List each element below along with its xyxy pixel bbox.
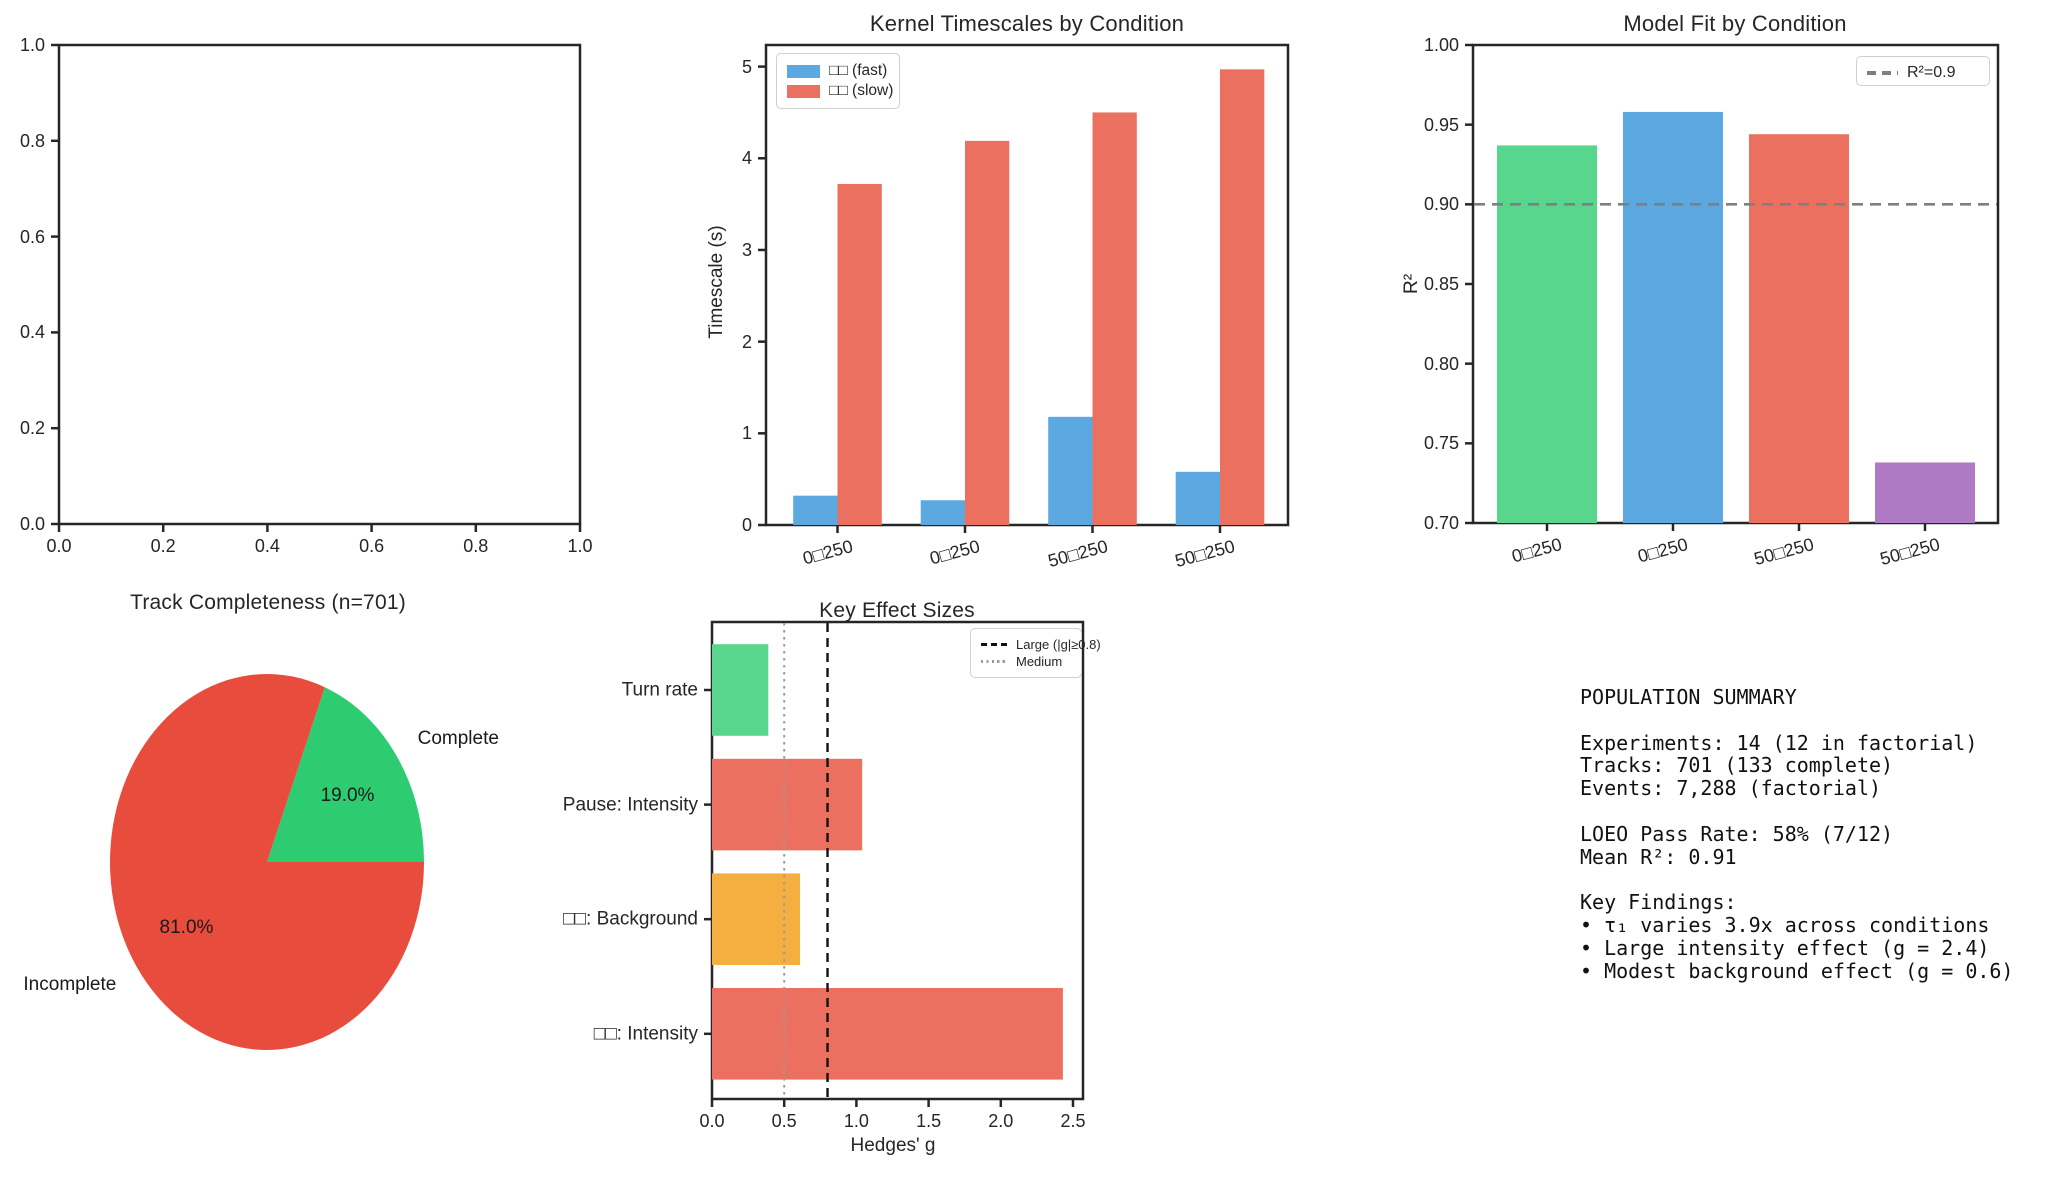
r2-bar-2 — [1749, 134, 1849, 523]
p3-y-tick-label: 1.00 — [1423, 35, 1459, 55]
timescale-bar-slow-3 — [1220, 69, 1265, 525]
p1-y-tick-label: 0.6 — [19, 226, 45, 247]
p1-y-tick-label: 0.2 — [19, 418, 45, 439]
p3-x-tick-label: 0□250 — [1635, 534, 1690, 567]
effect-bar-0 — [712, 644, 769, 736]
p3-y-tick-label: 0.85 — [1423, 274, 1459, 294]
timescale-bar-fast-1 — [920, 500, 965, 525]
p1-y-tick-label: 1.0 — [19, 35, 45, 55]
p1-x-tick-label: 1.0 — [567, 536, 593, 556]
p3-y-tick-label: 0.90 — [1423, 194, 1459, 215]
p5-x-tick-label: 1.0 — [843, 1111, 869, 1131]
p1-y-tick-label: 0.8 — [19, 130, 45, 151]
p2-x-tick-label: 50□250 — [1172, 536, 1237, 572]
large-effect-line-swatch — [981, 643, 1007, 646]
p1-y-tick-label: 0.4 — [19, 322, 45, 343]
p2-x-tick-label: 0□250 — [800, 536, 855, 569]
legend-row-r2: R²=0.9 — [1867, 64, 1979, 82]
timescale-bar-slow-2 — [1092, 112, 1137, 525]
p1-x-tick-label: 0.2 — [150, 536, 176, 556]
p2-y-tick-label: 5 — [741, 56, 752, 77]
p2-x-tick-label: 0□250 — [927, 536, 982, 569]
p5-x-tick-label: 2.5 — [1060, 1111, 1086, 1131]
p2-y-tick-label: 4 — [741, 148, 752, 169]
r2-dashed-line-swatch — [1867, 71, 1898, 75]
pie-slice-complete — [267, 687, 424, 862]
p5-category-label: Pause: Intensity — [562, 794, 698, 816]
p3-x-tick-label: 50□250 — [1751, 534, 1816, 570]
axes-frame — [57, 43, 582, 526]
timescale-axis-label: Timescale (s) — [706, 225, 727, 339]
tau1-fast-swatch — [787, 64, 820, 78]
timescale-bar-fast-0 — [793, 495, 838, 525]
key-effect-sizes-title: Key Effect Sizes — [819, 599, 975, 622]
p2-y-tick-label: 1 — [741, 423, 752, 444]
medium-effect-line-swatch — [981, 660, 1007, 663]
population-summary-text: POPULATION SUMMARY Experiments: 14 (12 i… — [1580, 685, 2014, 983]
legend-row-tau2: □□ (slow) — [787, 82, 893, 100]
tau1-fast-label: □□ (fast) — [829, 62, 888, 79]
pie-slice-incomplete — [109, 673, 424, 1050]
legend-row-tau1: □□ (fast) — [787, 62, 889, 80]
p1-x-tick-label: 0.6 — [359, 536, 385, 556]
r2-threshold-label: R²=0.9 — [1907, 64, 1956, 81]
timescale-bar-slow-1 — [965, 140, 1010, 526]
effect-bar-3 — [712, 988, 1063, 1080]
p3-y-tick-label: 0.80 — [1423, 353, 1459, 374]
p1-x-tick-label: 0.0 — [46, 536, 72, 556]
model-fit-legend: R²=0.9 — [1856, 56, 1990, 86]
timescale-bar-fast-3 — [1175, 471, 1220, 525]
p5-x-tick-label: 0.5 — [771, 1111, 797, 1131]
track-completeness-title: Track Completeness (n=701) — [130, 591, 406, 614]
timescale-bar-slow-0 — [837, 183, 882, 526]
r-squared-axis-label: R² — [1401, 273, 1422, 295]
p3-y-tick-label: 0.95 — [1423, 114, 1459, 135]
p1-y-tick-label: 0.0 — [19, 514, 45, 534]
r2-bar-1 — [1623, 111, 1723, 524]
axes-frame — [710, 620, 1085, 1101]
model-fit-title: Model Fit by Condition — [1623, 11, 1847, 36]
tau2-slow-swatch — [787, 84, 820, 98]
kernel-timescales-title: Kernel Timescales by Condition — [869, 11, 1185, 36]
effect-sizes-legend: Large (|g|≥0.8) Medium — [970, 628, 1101, 678]
tau2-slow-label: □□ (slow) — [829, 82, 894, 99]
timescales-legend: □□ (fast) □□ (slow) — [776, 53, 900, 109]
axes-frame — [764, 43, 1290, 527]
legend-row-medium: Medium — [981, 654, 1071, 669]
p2-x-tick-label: 50□250 — [1045, 536, 1110, 572]
effect-bar-2 — [712, 873, 801, 965]
p5-category-label: □□: Intensity — [593, 1023, 698, 1045]
pie-label-incomplete: Incomplete — [23, 973, 117, 995]
large-effect-label: Large (|g|≥0.8) — [1016, 637, 1101, 652]
p1-x-tick-label: 0.4 — [254, 536, 280, 556]
p3-x-tick-label: 50□250 — [1877, 534, 1942, 570]
pie-label-complete: Complete — [417, 728, 499, 750]
r2-bar-0 — [1497, 145, 1597, 523]
p5-x-tick-label: 1.5 — [916, 1111, 942, 1131]
pie-pct-incomplete: 81.0% — [159, 916, 214, 938]
p3-y-tick-label: 0.70 — [1423, 513, 1459, 533]
p5-x-tick-label: 0.0 — [699, 1111, 725, 1131]
effect-bar-1 — [712, 758, 863, 851]
p1-x-tick-label: 0.8 — [463, 536, 489, 556]
r2-bar-3 — [1875, 462, 1975, 523]
hedges-g-axis-label: Hedges' g — [850, 1135, 936, 1156]
timescale-bar-fast-2 — [1048, 416, 1093, 525]
pie-pct-complete: 19.0% — [320, 785, 375, 807]
p3-x-tick-label: 0□250 — [1509, 534, 1564, 567]
p5-x-tick-label: 2.0 — [988, 1111, 1014, 1131]
p3-y-tick-label: 0.75 — [1423, 433, 1459, 454]
p2-y-tick-label: 0 — [741, 515, 752, 535]
p2-y-tick-label: 3 — [741, 239, 752, 260]
p5-category-label: Turn rate — [621, 679, 698, 701]
p5-category-label: □□: Background — [563, 908, 698, 930]
legend-row-large: Large (|g|≥0.8) — [981, 637, 1101, 652]
p2-y-tick-label: 2 — [741, 331, 752, 352]
medium-effect-label: Medium — [1016, 654, 1063, 669]
